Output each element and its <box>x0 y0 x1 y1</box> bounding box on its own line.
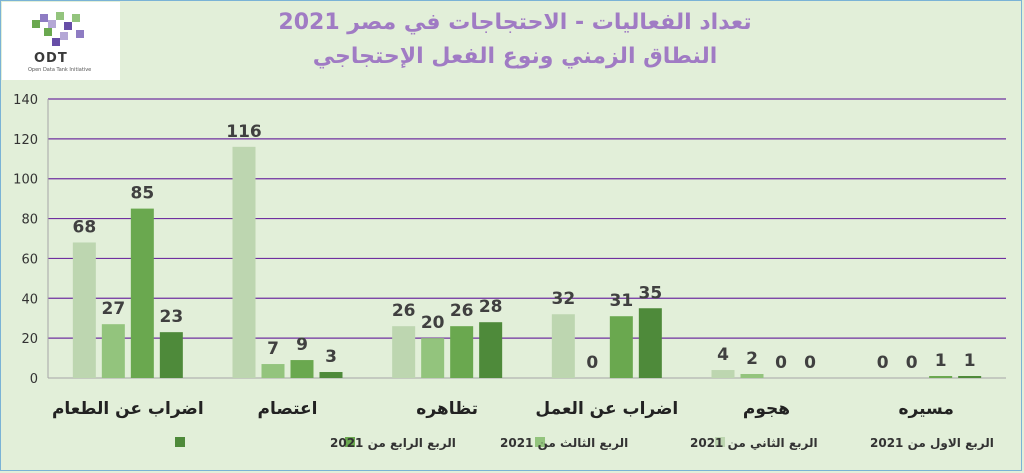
data-label: 116 <box>226 122 262 142</box>
data-label: 1 <box>935 351 947 371</box>
y-tick-label: 100 <box>13 173 38 188</box>
bar <box>232 146 256 378</box>
data-label: 3 <box>325 347 337 367</box>
bar <box>929 376 953 378</box>
data-label: 0 <box>877 353 889 373</box>
bar <box>392 326 416 378</box>
bar <box>319 372 343 378</box>
x-tick-label: اضراب عن الطعام <box>52 399 204 419</box>
odt-logo: ODT Open Data Tank Initiative <box>2 2 120 80</box>
bar <box>159 332 183 378</box>
logo-text: ODT <box>34 51 68 66</box>
data-label: 31 <box>609 291 633 311</box>
legend-swatch <box>345 437 355 447</box>
bar <box>638 308 662 378</box>
data-label: 2 <box>746 349 758 369</box>
data-label: 0 <box>804 353 816 373</box>
logo-cubes-icon <box>32 12 84 46</box>
logo-subtitle: Open Data Tank Initiative <box>28 67 92 73</box>
x-tick-label: تظاهره <box>416 399 478 419</box>
data-label: 7 <box>267 339 279 359</box>
data-label: 26 <box>450 301 474 321</box>
chart-title: تعداد الفعاليات - الاحتجاجات في مصر 2021 <box>278 10 752 35</box>
bar <box>958 376 982 378</box>
y-tick-label: 40 <box>21 292 38 307</box>
y-tick-label: 20 <box>21 332 38 347</box>
y-tick-label: 0 <box>30 372 38 387</box>
bar <box>740 374 764 378</box>
chart-subtitle: النطاق الزمني ونوع الفعل الإحتجاجي <box>312 44 718 69</box>
y-tick-label: 140 <box>13 93 38 108</box>
y-tick-label: 80 <box>21 213 38 228</box>
bar <box>479 322 503 378</box>
data-label: 26 <box>392 301 416 321</box>
x-tick-label: هجوم <box>743 399 790 419</box>
data-label: 23 <box>159 307 183 327</box>
bar <box>711 370 735 378</box>
data-label: 0 <box>906 353 918 373</box>
bar <box>290 360 314 378</box>
data-label: 4 <box>717 345 729 365</box>
data-label: 0 <box>775 353 787 373</box>
data-label: 1 <box>964 351 976 371</box>
data-label: 9 <box>296 335 308 355</box>
legend-label: الربع الثالث من 2021 <box>500 436 628 450</box>
legend-label: الربع الاول من 2021 <box>870 436 994 451</box>
legend-swatch <box>715 437 725 447</box>
bar <box>421 338 445 378</box>
x-tick-label: مسيره <box>898 399 953 419</box>
bar <box>551 314 575 378</box>
data-label: 0 <box>586 353 598 373</box>
x-tick-label: اضراب عن العمل <box>535 399 678 419</box>
legend-swatch <box>175 437 185 447</box>
bar <box>72 242 96 378</box>
bar <box>130 208 154 378</box>
bar <box>101 324 125 378</box>
x-tick-label: اعتصام <box>258 399 318 419</box>
bar <box>609 316 633 378</box>
bar <box>261 364 285 378</box>
data-label: 28 <box>479 297 503 317</box>
data-label: 68 <box>72 217 96 237</box>
data-label: 35 <box>638 283 662 303</box>
bar <box>450 326 474 378</box>
data-label: 27 <box>101 299 125 319</box>
data-label: 85 <box>130 184 154 204</box>
legend-label: الربع الثاني من 2021 <box>690 436 818 450</box>
y-tick-label: 60 <box>21 252 38 267</box>
y-tick-label: 120 <box>13 133 38 148</box>
legend-swatch <box>535 437 545 447</box>
legend-label: الربع الرابع من 2021 <box>330 436 456 450</box>
data-label: 32 <box>551 289 575 309</box>
data-label: 20 <box>421 313 445 333</box>
